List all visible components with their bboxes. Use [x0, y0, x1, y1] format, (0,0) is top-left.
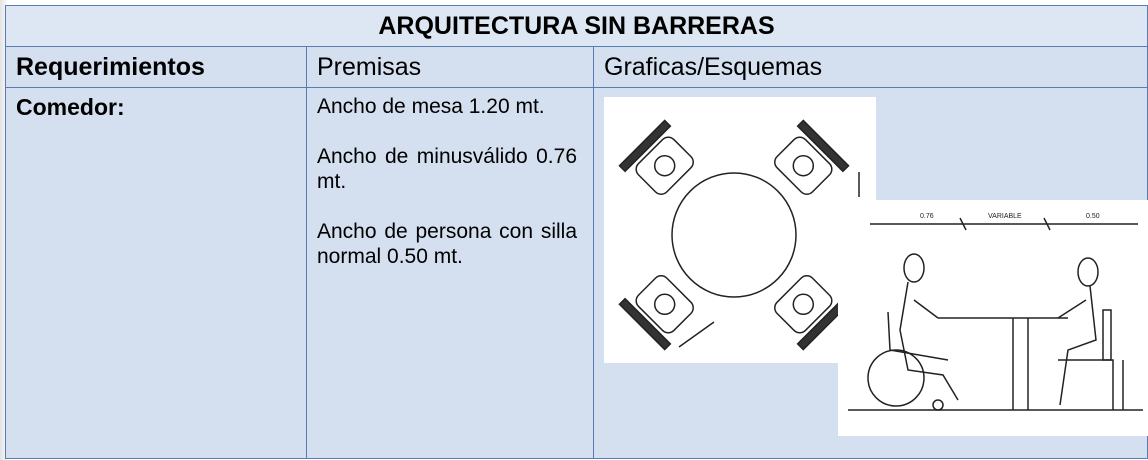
- table-top-sketch: [604, 97, 876, 363]
- column-header: Graficas/Esquemas: [593, 46, 1148, 88]
- premise: Ancho de persona con silla normal 0.50 m…: [317, 220, 577, 268]
- column-header: Requerimientos: [5, 46, 307, 88]
- premise: Ancho de minusválido 0.76 mt.: [317, 145, 577, 193]
- premise: Ancho de mesa 1.20 mt.: [317, 95, 545, 118]
- dimension-label: 0.50: [1086, 213, 1100, 220]
- title: ARQUITECTURA SIN BARRERAS: [5, 5, 1148, 47]
- table: ARQUITECTURA SIN BARRERAS Requerimientos…: [5, 5, 1148, 459]
- dimension-label: 0.76: [920, 213, 934, 220]
- column-header: Premisas: [306, 46, 594, 88]
- dimension-label: VARIABLE: [988, 213, 1022, 220]
- premises: Ancho de mesa 1.20 mt. Ancho de minusvál…: [306, 87, 594, 459]
- requirement: Comedor:: [5, 87, 307, 459]
- graphics-cell: 0.76 VARIABLE 0.50: [593, 87, 1148, 459]
- side-sketch: 0.76 VARIABLE 0.50: [838, 200, 1148, 436]
